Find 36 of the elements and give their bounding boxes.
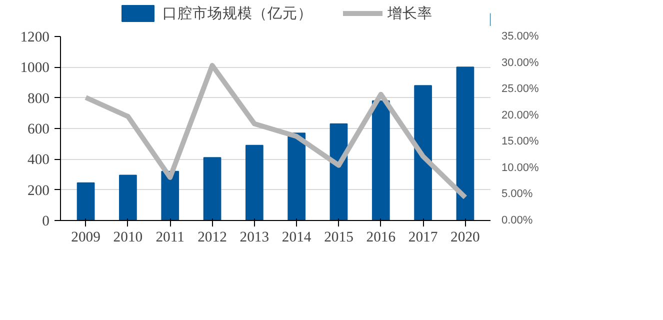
y2-tick-label: 0.00% — [502, 214, 533, 226]
x-tick-label: 2017 — [408, 230, 438, 246]
bar — [414, 85, 432, 220]
x-tick-label: 2015 — [324, 230, 354, 246]
x-tick-label: 2016 — [366, 230, 396, 246]
y-tick-label: 0 — [42, 214, 50, 230]
y-tick-label: 1000 — [20, 60, 50, 76]
bar — [203, 157, 222, 220]
y2-tick-label: 15.00% — [502, 136, 540, 148]
y-tick-label: 1200 — [20, 30, 50, 46]
y-tick-label: 400 — [28, 152, 50, 168]
x-tick-label: 2013 — [240, 230, 270, 246]
y-tick-label: 800 — [28, 90, 50, 107]
y2-tick-label: 25.00% — [502, 83, 540, 96]
bar — [245, 144, 264, 220]
y-tick-label: 600 — [28, 122, 50, 138]
bar — [456, 66, 474, 220]
x-tick-label: 2009 — [71, 230, 100, 246]
x-tick-label: 2012 — [198, 230, 227, 246]
y-tick-label: 200 — [28, 182, 50, 199]
bar — [288, 132, 306, 220]
y2-tick-label: 5.00% — [502, 188, 533, 200]
x-tick-label: 2020 — [450, 230, 480, 246]
x-tick-label: 2011 — [156, 230, 185, 246]
legend-label: 增长率 — [388, 4, 432, 22]
bar — [161, 170, 180, 220]
bar — [119, 174, 137, 220]
bar — [76, 182, 95, 220]
y2-tick-label: 20.00% — [502, 109, 540, 122]
y2-tick-label: 10.00% — [502, 162, 540, 174]
x-tick-label: 2014 — [282, 230, 312, 246]
y2-tick-label: 35.00% — [502, 30, 540, 42]
x-tick-label: 2010 — [113, 230, 143, 246]
legend-label: 口腔市场规模（亿元） — [162, 4, 312, 22]
bar — [372, 100, 390, 220]
y2-tick-label: 30.00% — [502, 56, 540, 69]
